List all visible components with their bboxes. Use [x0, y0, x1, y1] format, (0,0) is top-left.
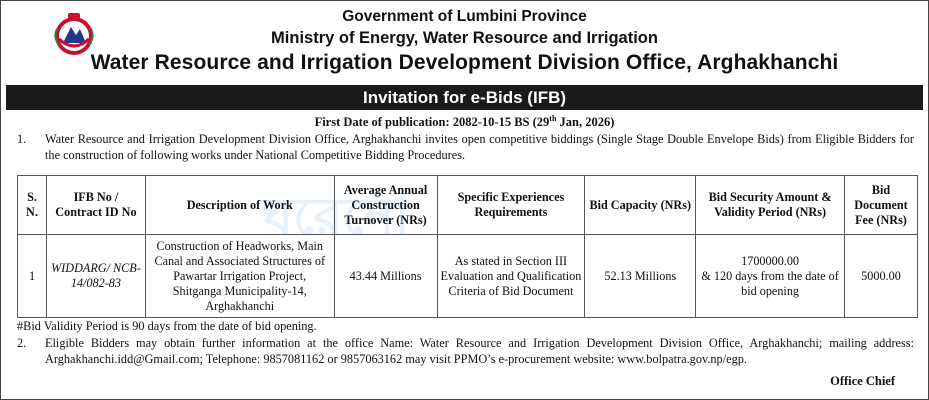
paragraph-2: 2. Eligible Bidders may obtain further i… [17, 335, 914, 367]
header-capacity: Bid Capacity (NRs) [584, 175, 697, 235]
paragraph-1: 1. Water Resource and Irrigation Develop… [17, 131, 914, 163]
header-sn: S. N. [17, 175, 47, 235]
paragraph-number: 1. [17, 132, 27, 146]
cell-ifb: WIDDARG/ NCB-14/082-83 [45, 234, 146, 318]
ministry-line: Ministry of Energy, Water Resource and I… [271, 29, 658, 47]
header-security: Bid Security Amount & Validity Period (N… [695, 175, 845, 235]
header-fee: Bid Document Fee (NRs) [843, 175, 919, 235]
header-description: Description of Work [144, 175, 335, 235]
cell-capacity: 52.13 Millions [584, 234, 697, 318]
security-amount: 1700000.00 [741, 253, 800, 268]
table-header-row: S. N. IFB No / Contract ID No Descriptio… [17, 175, 919, 235]
bid-validity-note: #Bid Validity Period is 90 days from the… [17, 319, 317, 333]
cell-security: 1700000.00 & 120 days from the date of b… [695, 234, 845, 318]
cell-experience: As stated in Section III Evaluation and … [436, 234, 586, 318]
government-line: Government of Lumbini Province [342, 8, 587, 25]
cell-fee: 5000.00 [843, 234, 919, 318]
cell-sn: 1 [17, 234, 47, 318]
publication-date: First Date of publication: 2082-10-15 BS… [314, 114, 615, 130]
ifb-title-band: Invitation for e-Bids (IFB) [6, 85, 923, 110]
notice-header: Government of Lumbini Province Ministry … [1, 1, 928, 85]
paragraph-text: Eligible Bidders may obtain further info… [45, 336, 914, 366]
paragraph-number: 2. [17, 336, 27, 350]
nepal-government-emblem-icon [54, 13, 94, 55]
header-experience: Specific Experiences Requirements [436, 175, 586, 235]
header-ifb: IFB No / Contract ID No [45, 175, 146, 235]
cell-turnover: 43.44 Millions [333, 234, 438, 318]
office-title: Water Resource and Irrigation Developmen… [90, 51, 839, 74]
security-validity: & 120 days from the date of bid opening [701, 268, 839, 298]
signature-office-chief: Office Chief [830, 374, 895, 388]
cell-description: Construction of Headworks, Main Canal an… [144, 234, 335, 318]
table-row: 1 WIDDARG/ NCB-14/082-83 Construction of… [17, 234, 919, 318]
paragraph-text: Water Resource and Irrigation Developmen… [45, 132, 914, 162]
header-turnover: Average Annual Construction Turnover (NR… [333, 175, 438, 235]
bids-table: S. N. IFB No / Contract ID No Descriptio… [17, 175, 919, 318]
